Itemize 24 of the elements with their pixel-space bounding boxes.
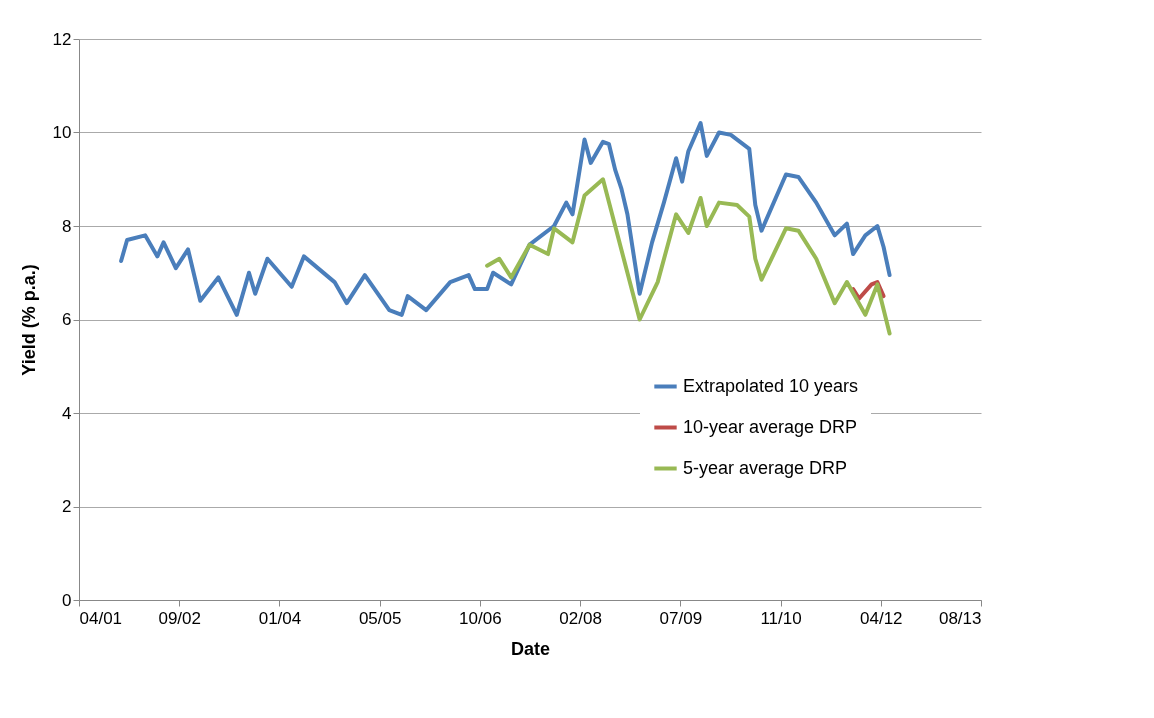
x-tick-label: 10/06: [459, 608, 502, 628]
x-tick-label: 04/12: [860, 608, 903, 628]
x-tick-label: 11/10: [760, 608, 802, 628]
x-tick-label: 08/13: [938, 608, 982, 628]
legend-label: 10-year average DRP: [683, 416, 858, 437]
legend-label: 5-year average DRP: [683, 457, 848, 478]
x-axis-title: Date: [510, 638, 551, 659]
x-tick-label: 04/01: [79, 608, 123, 628]
y-tick-label: 12: [52, 29, 72, 49]
line-series: [119, 121, 892, 317]
x-tick-label: 07/09: [659, 608, 703, 628]
x-tick-label: 01/04: [258, 608, 302, 628]
legend-label: Extrapolated 10 years: [683, 375, 859, 396]
y-tick-label: 0: [62, 590, 72, 610]
y-tick-label: 4: [62, 403, 72, 423]
y-tick-label: 8: [62, 216, 72, 236]
x-tick-label: 09/02: [158, 608, 201, 628]
x-tick-label: 05/05: [358, 608, 402, 628]
x-tick-label: 02/08: [559, 608, 602, 628]
y-axis-title: Yield (% p.a.): [18, 264, 39, 376]
y-tick-label: 2: [62, 497, 72, 516]
y-tick-label: 10: [52, 123, 72, 142]
line-series: [485, 177, 892, 336]
y-tick-label: 6: [62, 310, 72, 329]
